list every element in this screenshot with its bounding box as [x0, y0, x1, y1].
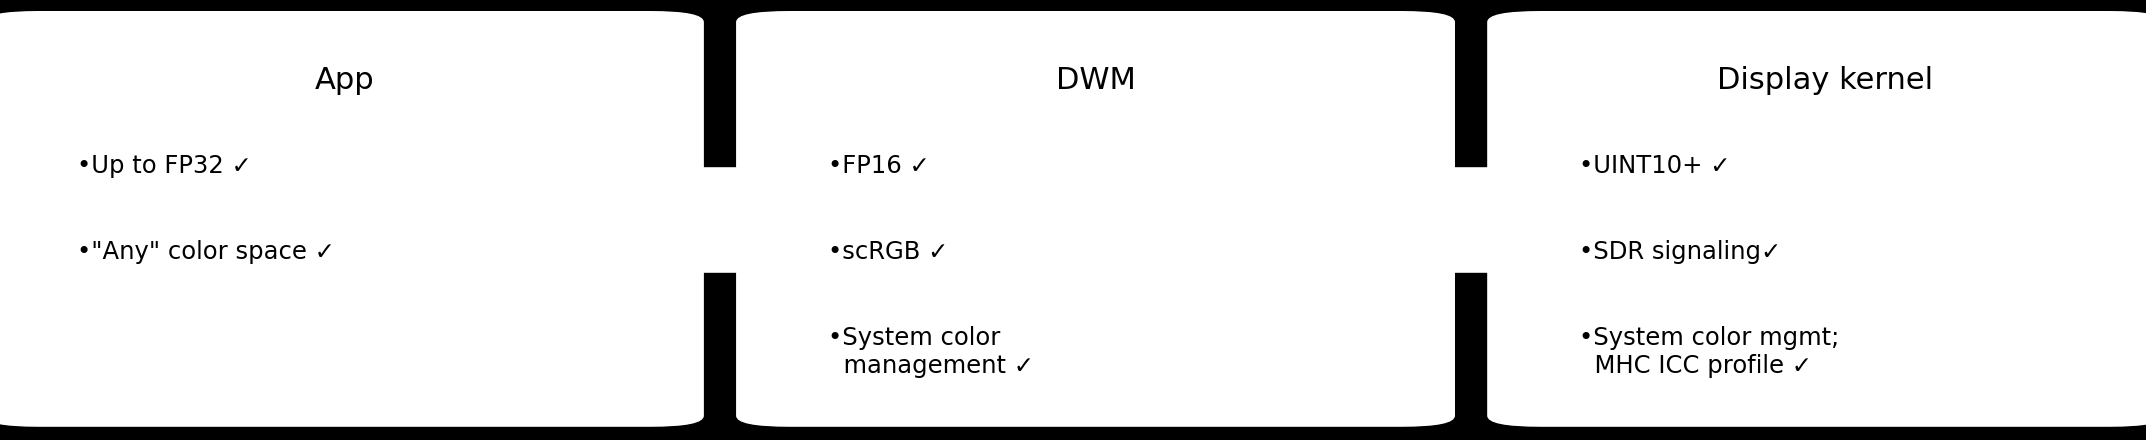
Text: •System color
  management ✓: •System color management ✓ [828, 326, 1034, 378]
Text: •SDR signaling✓: •SDR signaling✓ [1579, 240, 1781, 264]
FancyBboxPatch shape [0, 11, 704, 427]
Text: DWM: DWM [1056, 66, 1135, 95]
FancyBboxPatch shape [1487, 11, 2146, 427]
Text: Display kernel: Display kernel [1717, 66, 1934, 95]
Polygon shape [648, 123, 790, 317]
Text: App: App [315, 66, 373, 95]
FancyBboxPatch shape [736, 11, 1455, 427]
Text: •UINT10+ ✓: •UINT10+ ✓ [1579, 154, 1732, 178]
Polygon shape [1399, 123, 1541, 317]
Text: •Up to FP32 ✓: •Up to FP32 ✓ [77, 154, 251, 178]
Text: •scRGB ✓: •scRGB ✓ [828, 240, 949, 264]
Text: •System color mgmt;
  MHC ICC profile ✓: •System color mgmt; MHC ICC profile ✓ [1579, 326, 1839, 378]
Text: •"Any" color space ✓: •"Any" color space ✓ [77, 240, 335, 264]
Text: •FP16 ✓: •FP16 ✓ [828, 154, 929, 178]
